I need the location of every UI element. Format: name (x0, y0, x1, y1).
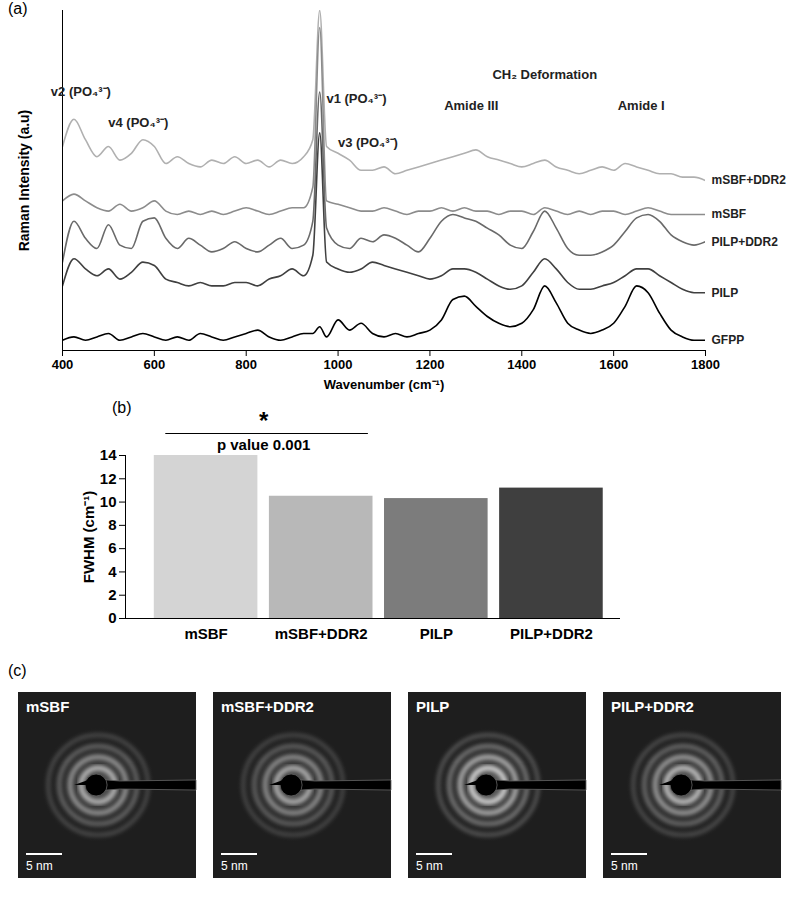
svg-text:p value 0.001: p value 0.001 (217, 436, 310, 453)
svg-text:600: 600 (144, 357, 166, 372)
svg-text:PILP+DDR2: PILP+DDR2 (611, 698, 694, 715)
svg-text:PILP+DDR2: PILP+DDR2 (510, 625, 593, 642)
html-text:(b): (b) (112, 399, 132, 416)
svg-text:0: 0 (108, 609, 116, 626)
svg-text:14: 14 (100, 446, 117, 463)
svg-text:mSBF: mSBF (26, 698, 69, 715)
svg-text:8: 8 (108, 516, 116, 533)
svg-text:1000: 1000 (324, 357, 353, 372)
svg-text:1200: 1200 (415, 357, 444, 372)
svg-text:mSBF+DDR2: mSBF+DDR2 (221, 698, 314, 715)
svg-text:2: 2 (108, 586, 116, 603)
svg-text:mSBF: mSBF (712, 207, 747, 221)
svg-text:FWHM (cm⁻¹): FWHM (cm⁻¹) (80, 491, 97, 583)
svg-text:v4 (PO₄³⁻): v4 (PO₄³⁻) (108, 115, 168, 130)
svg-text:PILP+DDR2: PILP+DDR2 (712, 235, 779, 249)
svg-text:Amide III: Amide III (444, 98, 498, 113)
svg-text:PILP: PILP (712, 286, 739, 300)
svg-text:4: 4 (108, 563, 117, 580)
svg-text:800: 800 (235, 357, 257, 372)
svg-text:10: 10 (100, 493, 117, 510)
svg-text:v3 (PO₄³⁻): v3 (PO₄³⁻) (338, 135, 398, 150)
svg-text:mSBF+DDR2: mSBF+DDR2 (275, 625, 368, 642)
svg-text:*: * (259, 407, 269, 434)
svg-text:mSBF+DDR2: mSBF+DDR2 (712, 173, 787, 187)
svg-text:1600: 1600 (599, 357, 628, 372)
svg-text:v1 (PO₄³⁻): v1 (PO₄³⁻) (326, 91, 386, 106)
svg-text:PILP: PILP (416, 698, 449, 715)
svg-text:1400: 1400 (507, 357, 536, 372)
svg-text:Wavenumber (cm⁻¹): Wavenumber (cm⁻¹) (324, 377, 445, 392)
svg-text:12: 12 (100, 470, 117, 487)
svg-text:PILP: PILP (420, 625, 453, 642)
svg-text:GFPP: GFPP (712, 333, 745, 347)
svg-text:400: 400 (52, 357, 74, 372)
html-text:(a): (a) (8, 0, 28, 17)
svg-text:Raman Intensity (a.u): Raman Intensity (a.u) (16, 110, 32, 252)
svg-text:5 nm: 5 nm (416, 859, 443, 873)
svg-text:mSBF: mSBF (184, 625, 227, 642)
svg-text:v2 (PO₄³⁻): v2 (PO₄³⁻) (51, 84, 111, 99)
svg-text:5 nm: 5 nm (26, 859, 53, 873)
html-text:(c): (c) (8, 662, 27, 679)
svg-text:6: 6 (108, 539, 116, 556)
svg-text:CH₂ Deformation: CH₂ Deformation (492, 67, 597, 82)
svg-text:5 nm: 5 nm (611, 859, 638, 873)
svg-text:1800: 1800 (691, 357, 720, 372)
svg-text:Amide I: Amide I (618, 98, 665, 113)
svg-text:5 nm: 5 nm (221, 859, 248, 873)
